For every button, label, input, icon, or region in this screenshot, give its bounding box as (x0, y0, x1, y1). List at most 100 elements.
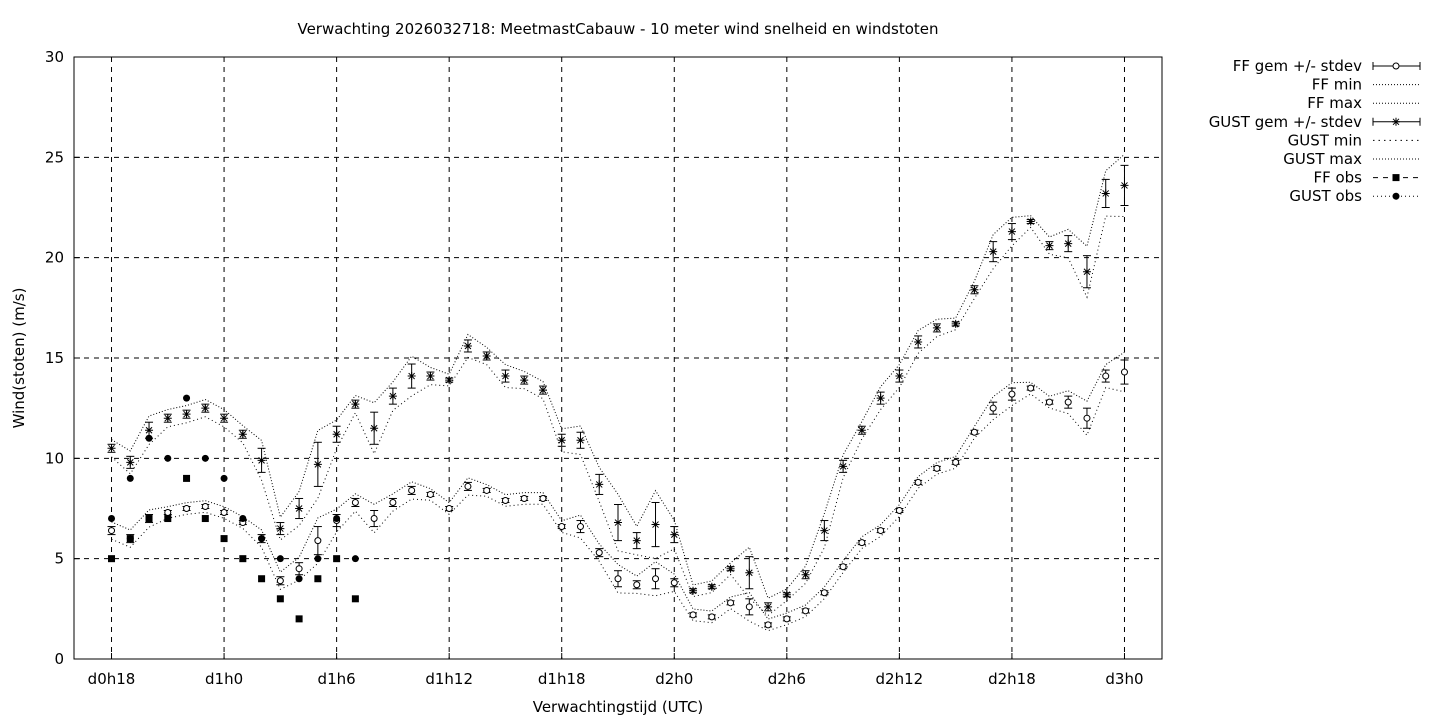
ff-mean-point (1083, 414, 1091, 422)
gust-mean-point (745, 568, 754, 577)
plot-frame (73, 56, 1163, 660)
gust-mean-point (1026, 217, 1035, 226)
ff-min-line (111, 386, 1125, 632)
ff-mean-point (727, 599, 735, 607)
gust-mean-point (782, 590, 791, 599)
ff-obs-point (183, 474, 191, 482)
gust-mean-point (876, 394, 885, 403)
gust-mean-point (426, 372, 435, 381)
gust-mean-point (276, 524, 285, 533)
gust-mean-point (989, 247, 998, 256)
ff-obs-point (351, 595, 359, 603)
gust-mean-point (220, 414, 229, 423)
ff-mean-point (389, 498, 397, 506)
gust-mean-point (107, 444, 116, 453)
ff-mean-point (783, 615, 791, 623)
gust-mean-point (932, 323, 941, 332)
gust-obs-point (314, 555, 322, 563)
gust-obs-point (164, 454, 172, 462)
ff-mean-point (426, 490, 434, 498)
ff-mean-point (670, 579, 678, 587)
gust-min-line (111, 215, 1125, 617)
gust-mean-point (614, 518, 622, 527)
gust-mean-point (1101, 189, 1110, 198)
gust-mean-point (295, 504, 304, 513)
ff-mean-point (1064, 398, 1072, 406)
ff-mean-point (183, 505, 191, 512)
x-tick-label: d1h6 (318, 670, 356, 688)
gust-mean-point (970, 285, 979, 294)
gust-mean-point (895, 372, 904, 381)
ff-mean-point (220, 509, 228, 517)
ff-mean-point (464, 482, 472, 490)
legend-sample-marker (1392, 174, 1400, 182)
ff-mean-point (558, 523, 566, 531)
ff-mean-point (408, 486, 416, 494)
gust-mean-point (632, 536, 641, 545)
ff-obs-point (239, 555, 247, 563)
gust-mean-point (201, 404, 210, 413)
gust-mean-point (764, 602, 773, 611)
ff-obs-point (258, 575, 266, 583)
gust-obs-point (333, 515, 341, 523)
ff-mean-point (895, 507, 903, 515)
x-tick-label: d1h18 (538, 670, 586, 688)
gust-obs-point (126, 474, 134, 482)
x-tick-label: d1h12 (425, 670, 473, 688)
ff-mean-point (802, 607, 810, 615)
gust-mean-point (313, 460, 322, 469)
ff-mean-point (201, 502, 209, 510)
ff-mean-point (1008, 390, 1016, 398)
x-tick-label: d3h0 (1105, 670, 1143, 688)
gust-mean-point (463, 341, 472, 350)
ff-mean-point (1045, 398, 1053, 406)
ff-obs-point (145, 515, 153, 523)
gust-mean-point (914, 337, 923, 346)
ff-mean-point (914, 478, 922, 486)
ff-mean-point (877, 527, 885, 535)
y-tick-label: 10 (45, 449, 64, 467)
ff-mean-point (970, 428, 978, 436)
gust-mean-point (145, 426, 154, 435)
ff-mean-point (764, 621, 772, 629)
gust-mean-point (689, 586, 698, 595)
x-tick-label: d2h12 (876, 670, 924, 688)
gust-mean-point (1082, 267, 1091, 276)
gust-obs-point (183, 394, 191, 402)
ff-obs-point (164, 515, 172, 523)
gust-mean-point (595, 480, 604, 489)
gust-mean-point (538, 386, 547, 395)
ff-mean-point (1102, 372, 1110, 380)
gust-mean-point (407, 372, 416, 381)
ff-mean-point (483, 486, 491, 494)
legend-label: GUST gem +/- stdev (1209, 113, 1362, 131)
ff-mean-point (689, 611, 697, 619)
legend-label: GUST obs (1289, 187, 1362, 205)
gust-obs-point (258, 535, 266, 543)
ff-mean-point (501, 496, 509, 504)
ff-mean-point (445, 505, 453, 512)
ff-mean-point (952, 458, 960, 466)
ff-obs-point (126, 535, 134, 543)
gust-obs-point (276, 555, 284, 563)
gust-mean-point (857, 426, 866, 435)
ff-obs-point (220, 535, 228, 543)
gust-obs-point (239, 515, 247, 523)
legend-sample-marker (1392, 117, 1400, 126)
ff-mean-point (820, 589, 828, 597)
gust-mean-point (370, 424, 379, 433)
ff-obs-point (333, 555, 341, 563)
ff-mean-point (370, 515, 378, 523)
legend-label: FF min (1312, 76, 1362, 94)
gust-mean-point (1120, 181, 1129, 190)
ff-max-line (111, 351, 1125, 620)
chart-title: Verwachting 2026032718: MeetmastCabauw -… (297, 20, 938, 38)
ff-obs-point (276, 595, 284, 603)
ff-mean-point (276, 577, 284, 585)
gust-mean-point (351, 400, 360, 409)
gust-mean-point (1045, 241, 1054, 250)
gust-mean-point (670, 530, 679, 539)
ff-mean-point (745, 603, 753, 611)
gust-obs-point (295, 575, 303, 583)
y-tick-label: 0 (54, 650, 64, 668)
